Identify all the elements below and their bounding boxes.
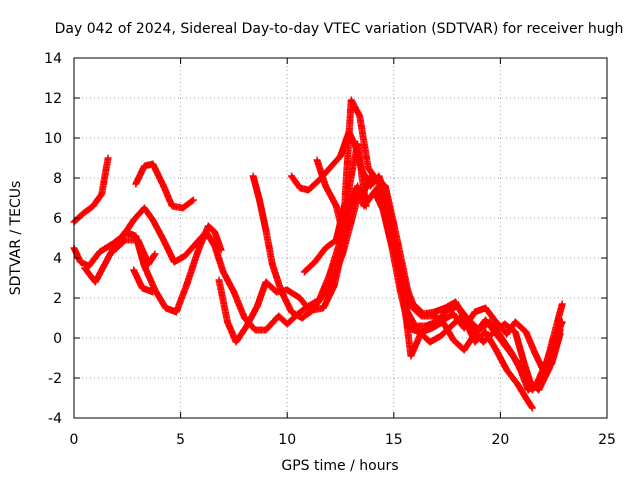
x-tick-label: 20 [491,432,509,448]
y-tick-label: 2 [53,291,62,307]
y-tick-label: 8 [53,171,62,187]
x-tick-label: 25 [598,432,616,448]
series-track-c [132,160,197,212]
series-track-b [70,154,112,226]
data-point-markers [249,172,564,394]
x-tick-label: 15 [385,432,403,448]
plot-frame [73,57,608,419]
data-point-markers [300,96,564,374]
series-track-e [130,266,157,296]
y-tick-label: 10 [44,131,62,147]
series-track-i [288,128,536,412]
series-track-a [70,170,566,394]
data-point-markers [132,160,197,212]
data-points [70,96,566,412]
series-track-j [300,96,564,374]
data-point-markers [81,222,225,316]
x-tick-label: 0 [70,432,79,448]
x-tick-label: 5 [176,432,185,448]
y-tick-label: -4 [48,411,62,427]
data-point-markers [70,170,566,394]
x-axis-label: GPS time / hours [281,458,398,474]
chart-title: Day 042 of 2024, Sidereal Day-to-day VTE… [55,21,624,37]
series-track-f [108,236,159,268]
axis-ticks: 0 5 10 15 20 25 -4 -2 0 2 4 6 8 10 12 14 [44,51,616,448]
y-axis-label: SDTVAR / TECUs [8,181,24,296]
series-track-h [249,172,564,394]
y-tick-label: -2 [48,371,62,387]
x-tick-label: 10 [278,432,296,448]
y-tick-label: 6 [53,211,62,227]
y-tick-label: 4 [53,251,62,267]
y-tick-label: 14 [44,51,62,67]
y-tick-label: 0 [53,331,62,347]
series-track-d [81,222,225,316]
data-point-markers [108,236,159,268]
data-point-markers [288,128,536,412]
data-point-markers [130,266,157,296]
data-point-markers [70,154,112,226]
y-tick-label: 12 [44,91,62,107]
series-track-k [313,140,370,236]
data-point-markers [313,140,370,236]
